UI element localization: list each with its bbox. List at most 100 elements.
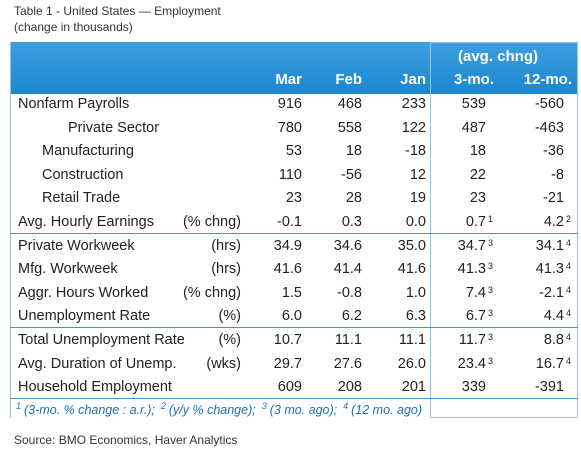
value: 539: [461, 96, 486, 112]
value: 34.7: [457, 237, 486, 254]
note-mark: 3: [488, 237, 494, 248]
cell: 468: [338, 95, 362, 113]
note-mark: 3: [488, 355, 494, 366]
cell: 29.7: [274, 355, 302, 373]
cell: 558: [338, 119, 362, 137]
cell: 201: [402, 378, 426, 396]
cell: 0.3: [342, 213, 362, 231]
footnote-mark: 2: [160, 401, 166, 411]
note-mark: 4: [566, 355, 572, 366]
value: 916: [277, 96, 302, 112]
cell: 34.7 3: [457, 237, 493, 255]
row-unit: (hrs): [211, 261, 241, 278]
footnote-mark: 4: [343, 401, 349, 411]
cell: 35.0: [398, 237, 426, 255]
cell: -2.1 4: [539, 284, 571, 302]
column-header: 12-mo.: [523, 71, 572, 88]
cell: 8.8 4: [544, 331, 571, 349]
table-border: [10, 42, 11, 418]
cell: -0.8: [337, 284, 362, 302]
cell: 26.0: [398, 355, 426, 373]
row-label: Construction: [42, 166, 124, 183]
footnote-text: (12 mo. ago): [351, 403, 423, 418]
value: 6.3: [405, 308, 426, 325]
footnote-mark: 1: [16, 401, 22, 411]
source: Source: BMO Economics, Haver Analytics: [14, 433, 238, 447]
cell: 6.0: [282, 307, 302, 325]
value: -463: [534, 119, 564, 136]
column-header: 3-mo.: [453, 71, 494, 88]
cell: 916: [278, 95, 302, 113]
note-mark: 2: [566, 214, 572, 224]
column-header: Mar: [275, 71, 302, 88]
note-mark: 3: [488, 332, 494, 342]
value: 19: [409, 190, 426, 207]
value: 1.5: [281, 284, 302, 301]
value: 28: [345, 190, 362, 207]
value: 26.0: [397, 355, 426, 372]
cell: 233: [402, 95, 426, 113]
value: 11.1: [398, 332, 426, 348]
footnotes: 1 (3-mo. % change : a.r.); 2 (y/y % change)…: [14, 401, 426, 417]
cell: 339: [462, 378, 486, 396]
value: -8: [551, 166, 564, 183]
value: 41.3: [535, 261, 564, 278]
cell: 12: [410, 166, 426, 184]
row-unit: (%): [218, 332, 241, 348]
value: 110: [278, 166, 302, 183]
cell: 0.7 1: [466, 213, 493, 231]
value: 10.7: [273, 332, 302, 348]
value: 0.0: [405, 214, 426, 230]
cell: 22: [470, 166, 486, 184]
cell: 34.1 4: [535, 237, 571, 255]
column-header: Jan: [400, 71, 426, 88]
value: 18: [345, 143, 362, 160]
value: 53: [285, 143, 302, 160]
value: 11.7: [458, 332, 486, 348]
cell: 41.3 4: [535, 260, 571, 278]
value: -18: [405, 143, 426, 160]
value: 233: [401, 96, 426, 112]
note-mark: 4: [566, 332, 572, 342]
row-label: Mfg. Workweek: [18, 261, 118, 278]
value: 122: [401, 119, 426, 136]
value: 29.7: [273, 355, 302, 372]
cell: -560: [535, 95, 564, 113]
row-label: Manufacturing: [42, 143, 134, 160]
value: 487: [461, 119, 486, 136]
cell: 41.6: [274, 260, 302, 278]
value: -21: [543, 190, 564, 207]
value: 23.4: [457, 355, 486, 372]
cell: 487: [462, 119, 486, 137]
value: 23: [285, 190, 302, 207]
value: 34.1: [535, 237, 564, 254]
footnote-text: (3-mo. % change : a.r.);: [24, 403, 155, 418]
value: 41.6: [273, 261, 302, 278]
value: -2.1: [539, 284, 564, 301]
title: Table 1 - United States — Employment: [14, 4, 221, 18]
cell: 41.6: [398, 260, 426, 278]
row-label: Retail Trade: [42, 190, 121, 207]
value: 201: [401, 379, 426, 396]
cell: 6.3: [406, 307, 426, 325]
cell: 19: [410, 189, 426, 207]
value: 34.6: [333, 237, 362, 254]
cell: 780: [278, 119, 302, 137]
row-label: Private Workweek: [18, 237, 135, 254]
value: 4.4: [543, 308, 564, 325]
cell: -391: [535, 378, 564, 396]
cell: -36: [543, 142, 564, 160]
cell: 539: [462, 95, 486, 113]
row-unit: (%): [218, 308, 241, 325]
value: 6.2: [341, 308, 362, 325]
value: -0.8: [337, 284, 362, 301]
value: 12: [409, 166, 426, 183]
cell: 609: [278, 378, 302, 396]
cell: -21: [543, 189, 564, 207]
cell: 0.0: [406, 213, 426, 231]
note-mark: 4: [566, 284, 572, 295]
value: 35.0: [397, 237, 426, 254]
value: -391: [534, 379, 564, 396]
cell: 4.4 4: [543, 307, 571, 325]
cell: 11.1: [399, 331, 426, 349]
